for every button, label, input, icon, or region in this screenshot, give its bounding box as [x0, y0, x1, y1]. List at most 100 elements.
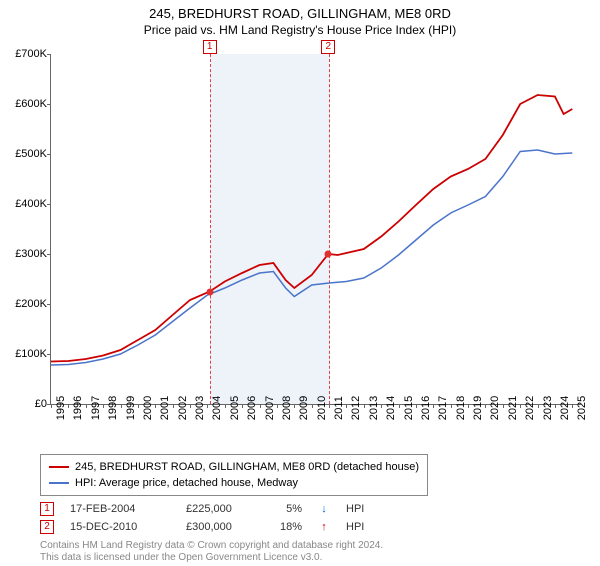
- x-tick-mark: [277, 404, 278, 408]
- x-tick-label: 2014: [385, 396, 397, 420]
- x-tick-label: 2022: [524, 396, 536, 420]
- x-tick-mark: [225, 404, 226, 408]
- event-row: 117-FEB-2004£225,0005%↓HPI: [40, 500, 376, 518]
- x-tick-label: 2024: [559, 396, 571, 420]
- legend-row: 245, BREDHURST ROAD, GILLINGHAM, ME8 0RD…: [49, 459, 419, 475]
- x-tick-label: 2006: [246, 396, 258, 420]
- data-marker: [206, 288, 213, 295]
- y-tick-mark: [47, 154, 51, 155]
- y-tick-mark: [47, 254, 51, 255]
- x-tick-label: 2025: [576, 396, 588, 420]
- footer-line2: This data is licensed under the Open Gov…: [40, 552, 383, 564]
- x-tick-mark: [242, 404, 243, 408]
- x-tick-mark: [399, 404, 400, 408]
- x-tick-label: 1998: [107, 396, 119, 420]
- y-tick-label: £700K: [5, 48, 47, 60]
- x-tick-mark: [103, 404, 104, 408]
- y-tick-label: £200K: [5, 298, 47, 310]
- x-tick-mark: [364, 404, 365, 408]
- x-tick-mark: [260, 404, 261, 408]
- x-tick-label: 2018: [455, 396, 467, 420]
- x-tick-label: 2003: [194, 396, 206, 420]
- event-date: 17-FEB-2004: [70, 503, 170, 515]
- x-tick-label: 2010: [316, 396, 328, 420]
- series-hpi: [51, 150, 572, 365]
- x-tick-label: 2013: [368, 396, 380, 420]
- event-marker-box: 2: [321, 40, 335, 54]
- x-tick-label: 2007: [264, 396, 276, 420]
- x-tick-mark: [138, 404, 139, 408]
- legend-label: HPI: Average price, detached house, Medw…: [75, 475, 298, 491]
- x-tick-mark: [416, 404, 417, 408]
- y-tick-mark: [47, 354, 51, 355]
- events-table: 117-FEB-2004£225,0005%↓HPI215-DEC-2010£3…: [40, 500, 376, 536]
- x-tick-mark: [468, 404, 469, 408]
- x-tick-label: 2015: [403, 396, 415, 420]
- x-tick-label: 1997: [90, 396, 102, 420]
- y-tick-label: £600K: [5, 98, 47, 110]
- y-tick-mark: [47, 104, 51, 105]
- x-tick-label: 2008: [281, 396, 293, 420]
- x-tick-label: 2011: [333, 396, 345, 420]
- x-tick-label: 1996: [72, 396, 84, 420]
- page-subtitle: Price paid vs. HM Land Registry's House …: [0, 23, 600, 37]
- x-tick-mark: [433, 404, 434, 408]
- x-tick-mark: [346, 404, 347, 408]
- event-marker-box: 1: [203, 40, 217, 54]
- x-tick-label: 2019: [472, 396, 484, 420]
- y-tick-mark: [47, 54, 51, 55]
- x-tick-label: 2021: [507, 396, 519, 420]
- event-hpi-label: HPI: [346, 503, 376, 515]
- y-tick-mark: [47, 304, 51, 305]
- y-tick-label: £100K: [5, 348, 47, 360]
- x-tick-mark: [207, 404, 208, 408]
- x-tick-label: 2012: [350, 396, 362, 420]
- event-arrow-icon: ↓: [318, 503, 330, 515]
- footer: Contains HM Land Registry data © Crown c…: [40, 540, 383, 564]
- event-price: £225,000: [186, 503, 256, 515]
- x-tick-mark: [312, 404, 313, 408]
- event-row: 215-DEC-2010£300,00018%↑HPI: [40, 518, 376, 536]
- series-price_paid: [51, 95, 572, 362]
- x-tick-mark: [381, 404, 382, 408]
- legend-label: 245, BREDHURST ROAD, GILLINGHAM, ME8 0RD…: [75, 459, 419, 475]
- x-tick-label: 2000: [142, 396, 154, 420]
- y-tick-label: £300K: [5, 248, 47, 260]
- x-tick-mark: [51, 404, 52, 408]
- y-tick-label: £400K: [5, 198, 47, 210]
- x-tick-mark: [294, 404, 295, 408]
- x-tick-label: 2020: [489, 396, 501, 420]
- data-marker: [325, 251, 332, 258]
- event-hpi-label: HPI: [346, 521, 376, 533]
- x-tick-label: 1999: [125, 396, 137, 420]
- x-tick-label: 2002: [177, 396, 189, 420]
- x-tick-label: 1995: [55, 396, 67, 420]
- legend-row: HPI: Average price, detached house, Medw…: [49, 475, 419, 491]
- x-tick-mark: [329, 404, 330, 408]
- x-tick-label: 2023: [542, 396, 554, 420]
- y-tick-label: £0: [5, 398, 47, 410]
- y-tick-label: £500K: [5, 148, 47, 160]
- event-date: 15-DEC-2010: [70, 521, 170, 533]
- x-tick-mark: [68, 404, 69, 408]
- x-tick-mark: [572, 404, 573, 408]
- x-tick-label: 2009: [298, 396, 310, 420]
- event-number-box: 2: [40, 520, 54, 534]
- x-tick-mark: [155, 404, 156, 408]
- x-tick-mark: [485, 404, 486, 408]
- event-price: £300,000: [186, 521, 256, 533]
- y-tick-mark: [47, 204, 51, 205]
- page-title: 245, BREDHURST ROAD, GILLINGHAM, ME8 0RD: [0, 6, 600, 21]
- footer-line1: Contains HM Land Registry data © Crown c…: [40, 540, 383, 552]
- x-tick-label: 2001: [159, 396, 171, 420]
- x-tick-label: 2016: [420, 396, 432, 420]
- event-number-box: 1: [40, 502, 54, 516]
- chart-svg: [51, 54, 581, 404]
- x-tick-label: 2017: [437, 396, 449, 420]
- x-tick-mark: [503, 404, 504, 408]
- x-tick-mark: [555, 404, 556, 408]
- x-tick-mark: [86, 404, 87, 408]
- x-tick-label: 2005: [229, 396, 241, 420]
- legend: 245, BREDHURST ROAD, GILLINGHAM, ME8 0RD…: [40, 454, 428, 496]
- x-tick-mark: [451, 404, 452, 408]
